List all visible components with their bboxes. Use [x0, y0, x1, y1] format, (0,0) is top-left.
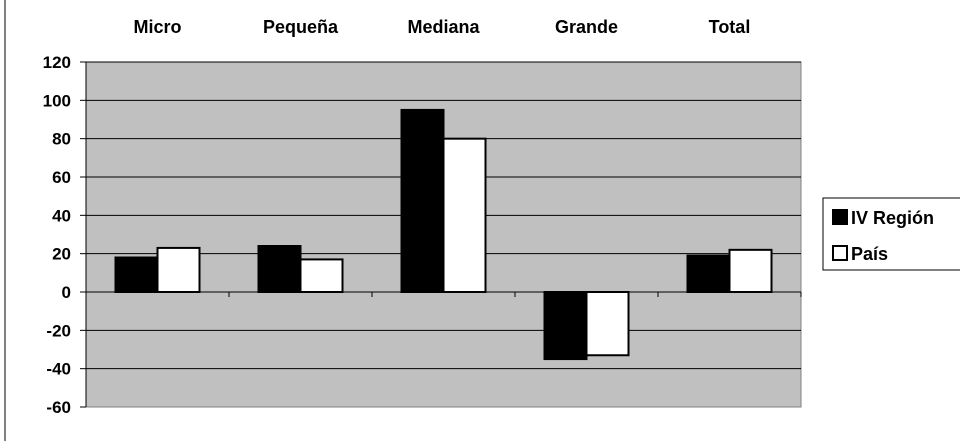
y-tick-label: -40 [46, 360, 71, 379]
bar-iv-region-0 [114, 256, 159, 293]
legend-items: IV Región País [832, 208, 934, 264]
category-labels: Micro Pequeña Mediana Grande Total [133, 17, 750, 37]
bar-iv-region-2 [400, 108, 445, 293]
category-label: Grande [555, 17, 618, 37]
y-tick-label: -20 [46, 321, 71, 340]
category-label: Total [709, 17, 751, 37]
axes [80, 61, 802, 408]
legend: IV Región País [822, 197, 960, 271]
legend-swatch [832, 209, 848, 225]
bar-iv-region-4 [686, 254, 731, 293]
bar-pais-3 [585, 291, 630, 357]
bar-iv-region-1 [257, 245, 302, 293]
y-tick-label: 100 [43, 91, 71, 110]
bar-iv-region-3 [543, 291, 588, 361]
y-tick-label: 0 [62, 283, 71, 302]
bar-pais-1 [299, 258, 344, 293]
y-tick-label: -60 [46, 398, 71, 417]
y-tick-label: 60 [52, 168, 71, 187]
bar-pais-2 [442, 137, 487, 293]
bar-pais-4 [728, 248, 773, 293]
legend-label: IV Región [851, 208, 934, 228]
bar-pais-0 [156, 246, 201, 294]
y-tick-label: 40 [52, 206, 71, 225]
y-tick-label: 20 [52, 245, 71, 264]
category-label: Pequeña [263, 17, 339, 37]
legend-swatch [832, 245, 848, 261]
y-tick-labels: 120 100 80 60 40 20 0 -20 -40 -60 [43, 53, 71, 417]
category-label: Micro [133, 17, 181, 37]
y-tick-label: 80 [52, 130, 71, 149]
legend-label: País [851, 244, 888, 264]
category-label: Mediana [407, 17, 480, 37]
y-tick-label: 120 [43, 53, 71, 72]
bars [114, 108, 773, 361]
